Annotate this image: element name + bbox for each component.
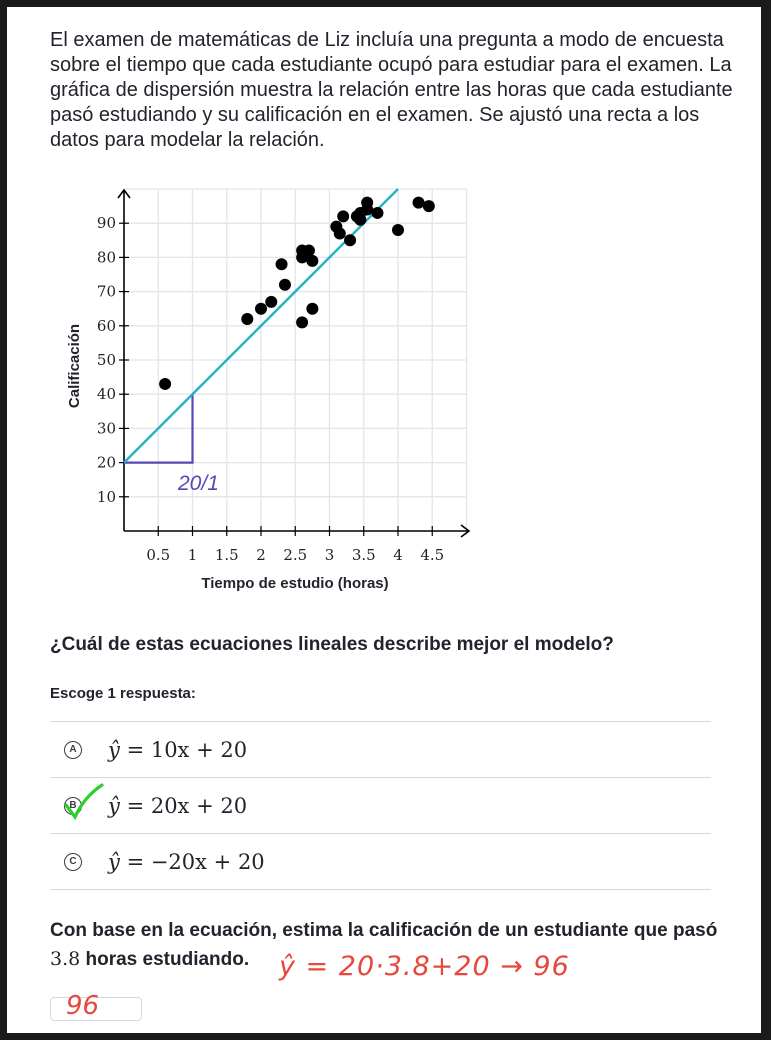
x-tick-label: 4 <box>393 546 403 564</box>
x-tick-label: 1 <box>188 546 198 564</box>
choice-letter-a: A <box>64 740 82 759</box>
slope-annotation: 20/1 <box>178 472 219 495</box>
y-tick-label: 80 <box>97 248 116 266</box>
answer-instruction: Escoge 1 respuesta: <box>50 685 196 702</box>
scatter-point <box>275 258 288 271</box>
scatter-point <box>306 302 319 315</box>
scatter-point <box>333 227 346 240</box>
handwritten-answer: 96 <box>66 991 100 1021</box>
regression-line <box>123 188 399 464</box>
choice-b[interactable]: B ŷ = 20x + 20 <box>50 777 711 833</box>
scatter-point <box>361 203 374 216</box>
y-tick-label: 30 <box>97 419 116 437</box>
x-axis-label: Tiempo de estudio (horas) <box>201 575 388 592</box>
scatter-plot: 0.5 1 1.5 2 2.5 3 3.5 4 4.5 10 20 30 40 50 60 70 80 90 Ti… <box>66 188 471 592</box>
scatter-point <box>306 254 319 267</box>
choice-c[interactable]: C ŷ = −20x + 20 <box>50 833 711 890</box>
slope-triangle-legs <box>124 394 194 464</box>
choice-equation-a: ŷ = 10x + 20 <box>108 737 248 762</box>
scatter-point <box>296 316 309 329</box>
choice-equation-c: ŷ = −20x + 20 <box>108 849 265 874</box>
question-title: ¿Cuál de estas ecuaciones lineales descr… <box>50 634 614 655</box>
y-tick-label: 70 <box>97 283 116 301</box>
slope-triangle <box>124 394 194 464</box>
scatter-point <box>344 234 357 247</box>
scatter-point <box>412 196 425 209</box>
axis-labels: Tiempo de estudio (horas) Calificación <box>66 324 389 592</box>
y-tick-label: 40 <box>97 385 116 403</box>
choice-equation-b: ŷ = 20x + 20 <box>108 793 248 818</box>
choice-list: A ŷ = 10x + 20 B ŷ = 20x + 20 C ŷ = −20x… <box>50 721 711 890</box>
plot-axes <box>117 188 471 538</box>
x-tick-label: 3 <box>325 546 335 564</box>
scatter-point <box>159 377 172 390</box>
scatter-point <box>392 224 404 237</box>
handwritten-calculation: ŷ = 20·3.8+20 → 96 <box>279 951 570 982</box>
problem-statement: El examen de matemáticas de Liz incluía … <box>50 29 733 151</box>
fit-line <box>123 188 399 464</box>
y-tick-label: 20 <box>97 454 116 472</box>
choice-letter-c: C <box>64 852 82 871</box>
plot-grid <box>124 188 468 531</box>
data-points <box>159 196 435 390</box>
scatter-point <box>241 312 254 325</box>
question-2-hours: 3.8 <box>50 948 81 970</box>
scatter-point <box>278 278 291 291</box>
check-mark-icon <box>64 783 104 821</box>
y-axis-label: Calificación <box>66 324 83 408</box>
scatter-point <box>265 295 278 308</box>
scatter-point <box>255 302 267 315</box>
y-tick-label: 50 <box>97 351 116 369</box>
y-tick-label: 10 <box>97 488 116 506</box>
plot-ticks: 0.5 1 1.5 2 2.5 3 3.5 4 4.5 10 20 30 40 50 60 70 80 90 <box>97 214 444 564</box>
scatter-point <box>302 244 315 257</box>
scatter-point <box>422 200 435 213</box>
x-tick-label: 1.5 <box>215 546 239 564</box>
x-axis-arrow-icon <box>460 524 471 538</box>
y-tick-label: 60 <box>97 317 116 335</box>
scatter-point <box>371 206 384 219</box>
question-2: Con base en la ecuación, estima la calif… <box>50 917 730 974</box>
x-tick-label: 0.5 <box>146 546 170 564</box>
scatter-point <box>337 210 350 223</box>
scatter-point <box>354 213 367 226</box>
x-tick-label: 2 <box>256 546 266 564</box>
y-axis-arrow-icon <box>117 188 131 199</box>
question-2-text: Con base en la ecuación, estima la calif… <box>50 920 718 941</box>
x-tick-label: 3.5 <box>352 546 376 564</box>
x-tick-label: 4.5 <box>420 546 444 564</box>
question-2-text-end: horas estudiando. <box>85 949 250 970</box>
x-tick-label: 2.5 <box>283 546 307 564</box>
y-tick-label: 90 <box>97 214 116 232</box>
exercise-page: El examen de matemáticas de Liz incluía … <box>7 7 761 1033</box>
choice-a[interactable]: A ŷ = 10x + 20 <box>50 721 711 777</box>
answer-input[interactable]: 96 <box>50 991 142 1021</box>
